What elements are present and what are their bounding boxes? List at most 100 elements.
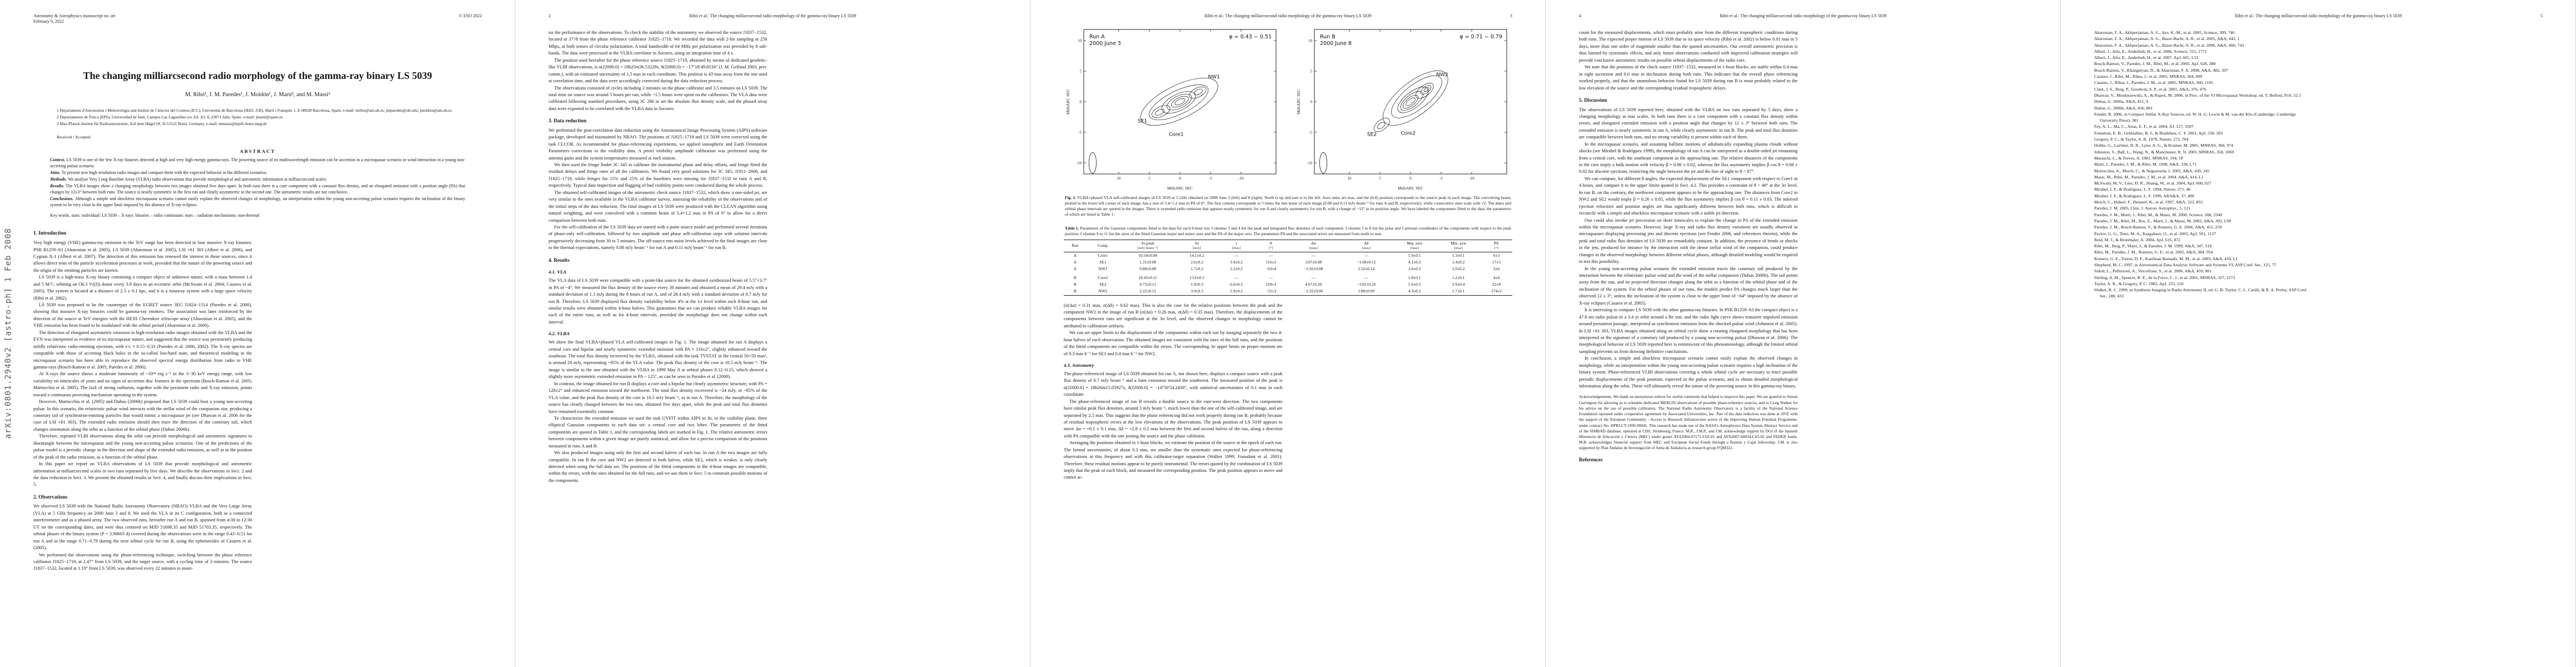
reference-entry: Shepherd, M. C. 1997, in Astronomical Da… [2094,262,2276,267]
section-heading: References [1579,456,1603,462]
page-5: Ribó et al.: The changing milliarcsecond… [2061,0,2576,667]
paragraph: We performed the post-correlation data r… [549,127,768,161]
abstract-item: Context. LS 5039 is one of the few X-ray… [50,157,466,169]
reference-entry: Romero, G. E., Torres, D. F., Kaufman Be… [2094,256,2238,261]
reference-entry: Mirabel, I. F., & Rodríguez, L. F. 1994,… [2094,187,2191,192]
table-column-header: Comp. [1086,239,1120,252]
table-column-header: Min. axis [mas] [1436,239,1481,252]
reference-entry: Martocchia, A., Motch, C., & Negueruela,… [2094,168,2210,173]
paragraph: One could also invoke jet precession on … [1579,217,1798,265]
table-column-header: Run [1064,239,1087,252]
paragraph: The observations consisted of cycles inc… [549,85,768,111]
svg-text:10: 10 [1348,176,1352,181]
svg-text:0: 0 [1179,176,1181,181]
svg-text:2000 June 8: 2000 June 8 [1320,41,1352,47]
table-column-header: Maj. axis [mas] [1392,239,1437,252]
svg-text:Run A: Run A [1089,34,1105,40]
svg-text:10: 10 [1117,176,1122,181]
section-heading: 1. Introduction [33,230,67,236]
paragraph: We observed LS 5039 with the National Ra… [33,504,252,551]
svg-text:MilliARC SEC: MilliARC SEC [1167,186,1193,191]
paragraph: We show the final VLBA+phased VLA self-c… [549,340,768,380]
page-number: 4 [1579,13,1581,18]
table-1-container: Run Comp. Sν,peak [mJy beam⁻¹] Sν [mJy] r [mas]… [1064,239,1512,296]
abstract-item: Conclusions. Although a simple and shock… [50,196,466,207]
svg-text:-10: -10 [1307,161,1313,166]
paragraph: Therefore, repeated VLBI observations al… [33,434,252,460]
svg-text:0: 0 [1080,100,1082,104]
reference-entry: Dubus, G. 2006b, A&A, 456, 801 [2094,105,2153,111]
svg-text:Run B: Run B [1320,34,1336,40]
table-column-header: θ [°] [1254,239,1287,252]
paragraph: Averaging the positions obtained in 1-ho… [1064,440,1283,480]
reference-entry: Paredes, J. M., Martí, J., Ribó, M., & M… [2094,212,2222,217]
svg-text:-5: -5 [1439,176,1443,181]
paragraph: In conclusion, a simple and shockless mi… [1579,356,1798,389]
acknowledgements: Acknowledgements. We thank an anonymous … [1579,394,1798,451]
received-accepted-line: Received / Accepted [57,135,91,140]
reference-entry: Fender, R. 2006, in Compact Stellar X-Ra… [2094,111,2296,123]
paragraph: However, Martocchia et al. (2005) and Du… [33,399,252,432]
paragraph: The phase-referenced image of LS 5039 ob… [1064,371,1283,397]
section-heading: 4.1. VLA [549,269,567,275]
paragraph: To characterize the extended emission we… [549,415,768,449]
table-row: B SE2 0.75±0.11 1.9±0.3 6.0±0.3 129±3 4.67±0.2… [1073,281,1501,287]
copyright-notice: © ESO 2022 [459,13,482,18]
paragraph: At X-rays the source shows a moderate lu… [33,371,252,397]
reference-entry: Sidoli, L., Pellizzoni, A., Vercellone, … [2094,268,2212,274]
paragraph: We can set upper limits to the displacem… [1064,330,1283,356]
figure-1: 10 10 5 5 0 0 -5 -5 -10 -10 NW1 SE1 Core1 Run A 2000 J… [1064,24,1512,191]
compile-date: February 9, 2022 [33,19,64,24]
reference-entry: Fey, A. L., Ma, C., Arias, E. F., et al.… [2094,124,2194,130]
reference-entry: Ribó, M., Reig, P., Martí, J., & Paredes… [2094,243,2212,249]
reference-entry: Hobbs, G., Lorimer, D. R., Lyne, A. G., … [2094,143,2234,148]
table-1-caption-text: Parameters of the Gaussian components fi… [1065,225,1511,236]
reference-entry: Aharonian, F. A., Akhperjanian, A. G., A… [2094,30,2235,35]
abstract-heading: ABSTRACT [240,148,276,155]
reference-entry: Massi, M., Ribó, M., Paredes, J. M., et … [2094,174,2204,180]
svg-text:Core2: Core2 [1401,131,1416,136]
paragraph: In the young non-accreting pulsar scenar… [1579,266,1798,306]
svg-text:φ = 0.43 − 0.51: φ = 0.43 − 0.51 [1229,34,1272,40]
page-1-header: Astronomy & Astrophysics manuscript no. … [33,13,482,25]
page-5-header: Ribó et al.: The changing milliarcsecond… [2094,13,2543,18]
figure-1-caption-text: VLBA+phased VLA self-calibrated images o… [1065,195,1511,217]
reference-entry: Albert, J., Aliu, E., Anderhub, H., et a… [2094,55,2199,61]
page-5-columns references-list: Aharonian, F. A., Akhperjanian, A. G., A… [2094,29,2543,653]
reference-entry: Martí, J., Paredes, J. M., & Ribó, M. 19… [2094,162,2197,167]
page-1: Astronomy & Astrophysics manuscript no. … [0,0,515,667]
reference-entry: Aharonian, F. A., Akhperjanian, A. G., B… [2094,42,2244,48]
svg-text:MilliARC SEC: MilliARC SEC [1398,186,1423,191]
arxiv-identifier: arXiv:0801.2940v2 [astro-ph] 1 Feb 2008 [4,228,13,439]
paragraph: For the self-calibration of the LS 5039 … [549,224,768,251]
svg-text:5: 5 [1311,69,1313,74]
svg-text:SE1: SE1 [1138,118,1147,124]
paragraph: LS 5039 is a high-mass X-ray binary cont… [33,275,252,301]
page-3-header: Ribó et al.: The changing milliarcsecond… [1064,13,1512,18]
reference-entry: Aharonian, F. A., Akhperjanian, A. G., B… [2094,36,2240,42]
table-column-header: Δδ [mas] [1339,239,1393,252]
svg-text:NW1: NW1 [1208,74,1220,80]
paragraph: We then used the fringe finder 3C 345 to… [549,162,768,188]
reference-entry: Taylor, A. R., & Gregory, P. C. 1982, Ap… [2094,281,2184,286]
reference-entry: Mirabel, I. F., & Rodríguez, L. F. 1999,… [2094,193,2194,198]
paragraph: In the microquasar scenario, and assumin… [1579,141,1798,175]
page-3-columns: (σ(Δα) = 0.31 mas, σ(Δδ) = 0.62 mas). Th… [1064,302,1512,653]
page-number: 2 [549,13,551,18]
paragraph: The obtained self-calibrated images of t… [549,190,768,223]
running-title: Ribó et al.: The changing milliarcsecond… [1720,13,1887,18]
manuscript-header: Astronomy & Astrophysics manuscript no. … [33,13,116,25]
reference-entry: Pavlov, G. G., Teter, M. A., Kargaltsev,… [2094,231,2216,236]
svg-text:10: 10 [1308,39,1313,43]
table-column-header: Δα [mas] [1287,239,1340,252]
svg-text:0: 0 [1311,100,1313,104]
svg-text:5: 5 [1148,176,1150,181]
manuscript-line: Astronomy & Astrophysics manuscript no. … [33,13,116,18]
table-column-header: Sν [mJy] [1176,239,1218,252]
paragraph: (σ(Δα) = 0.31 mas, σ(Δδ) = 0.62 mas). Th… [1064,302,1283,328]
svg-text:-10: -10 [1238,176,1244,181]
svg-text:MilliARC SEC: MilliARC SEC [1065,89,1070,115]
reference-entry: Paredes, J. M. 2005, Chin. J. Astron. As… [2094,206,2191,211]
